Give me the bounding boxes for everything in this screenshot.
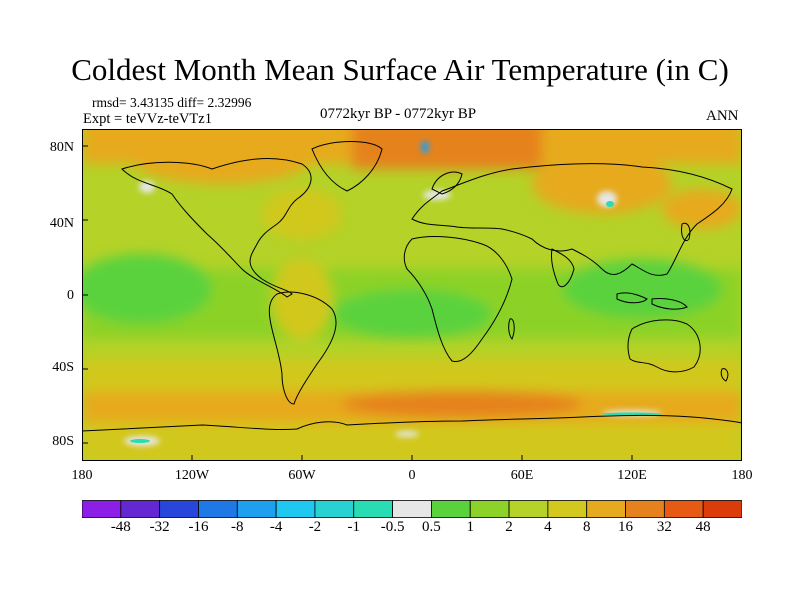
lon-label-60w: 60W bbox=[288, 468, 316, 483]
colorbar-swatch bbox=[508, 500, 549, 518]
colorbar bbox=[82, 500, 742, 518]
colorbar-swatch bbox=[625, 500, 665, 518]
lon-label-180e: 180 bbox=[731, 468, 753, 483]
temperature-field bbox=[82, 129, 742, 461]
coastlines bbox=[82, 141, 742, 432]
lat-label-equator: 0 bbox=[67, 288, 74, 303]
lat-label-40s: 40S bbox=[52, 360, 74, 375]
colorbar-tick-label: -1 bbox=[347, 519, 361, 535]
colorbar-tick-label: 1 bbox=[466, 519, 474, 535]
colorbar-swatch bbox=[702, 500, 742, 518]
colorbar-swatch bbox=[82, 500, 122, 518]
colorbar-swatch bbox=[431, 500, 471, 518]
colorbar-tick-label: -4 bbox=[269, 519, 283, 535]
colorbar-tick-label: -48 bbox=[110, 519, 131, 535]
experiment-label: Expt = teVVz-teVTz1 bbox=[83, 111, 212, 127]
stats-text: rmsd= 3.43135 diff= 2.32996 bbox=[92, 95, 252, 110]
season-label: ANN bbox=[706, 108, 739, 124]
colorbar-tick-label: 8 bbox=[582, 519, 591, 535]
lat-label-80s: 80S bbox=[52, 434, 74, 449]
lat-label-40n: 40N bbox=[49, 216, 74, 231]
colorbar-swatch bbox=[547, 500, 588, 518]
lat-label-80n: 80N bbox=[49, 140, 74, 155]
colorbar-tick-label: 32 bbox=[656, 519, 672, 535]
lon-label-60e: 60E bbox=[510, 468, 534, 483]
colorbar-tick-label: 16 bbox=[618, 519, 634, 535]
colorbar-tick-label: -32 bbox=[149, 519, 170, 535]
colorbar-swatch bbox=[663, 500, 704, 518]
lon-label-180w: 180 bbox=[71, 468, 93, 483]
colorbar-swatch bbox=[236, 500, 277, 518]
temperature-map bbox=[82, 129, 742, 461]
period-label: 0772kyr BP - 0772kyr BP bbox=[320, 106, 477, 122]
lon-label-120w: 120W bbox=[174, 468, 210, 483]
colorbar-swatch bbox=[392, 500, 432, 518]
lon-label-0: 0 bbox=[408, 468, 416, 483]
colorbar-tick-label: 48 bbox=[695, 519, 711, 535]
colorbar-tick-label: 0.5 bbox=[422, 519, 441, 535]
colorbar-swatch bbox=[314, 500, 355, 518]
colorbar-tick-label: -2 bbox=[308, 519, 322, 535]
colorbar-swatch bbox=[120, 500, 161, 518]
colorbar-tick-label: 2 bbox=[505, 519, 513, 535]
map-title: Coldest Month Mean Surface Air Temperatu… bbox=[71, 52, 729, 87]
colorbar-swatch bbox=[159, 500, 199, 518]
colorbar-swatch bbox=[586, 500, 626, 518]
colorbar-swatch bbox=[353, 500, 393, 518]
colorbar-tick-label: -16 bbox=[188, 519, 209, 535]
colorbar-tick-label: 4 bbox=[544, 519, 552, 535]
colorbar-swatch bbox=[469, 500, 510, 518]
colorbar-swatch bbox=[275, 500, 316, 518]
lon-label-120e: 120E bbox=[617, 468, 647, 483]
colorbar-tick-label: -8 bbox=[231, 519, 244, 535]
axis-ticks bbox=[82, 145, 633, 461]
colorbar-swatch bbox=[198, 500, 238, 518]
colorbar-tick-label: -0.5 bbox=[380, 519, 405, 535]
